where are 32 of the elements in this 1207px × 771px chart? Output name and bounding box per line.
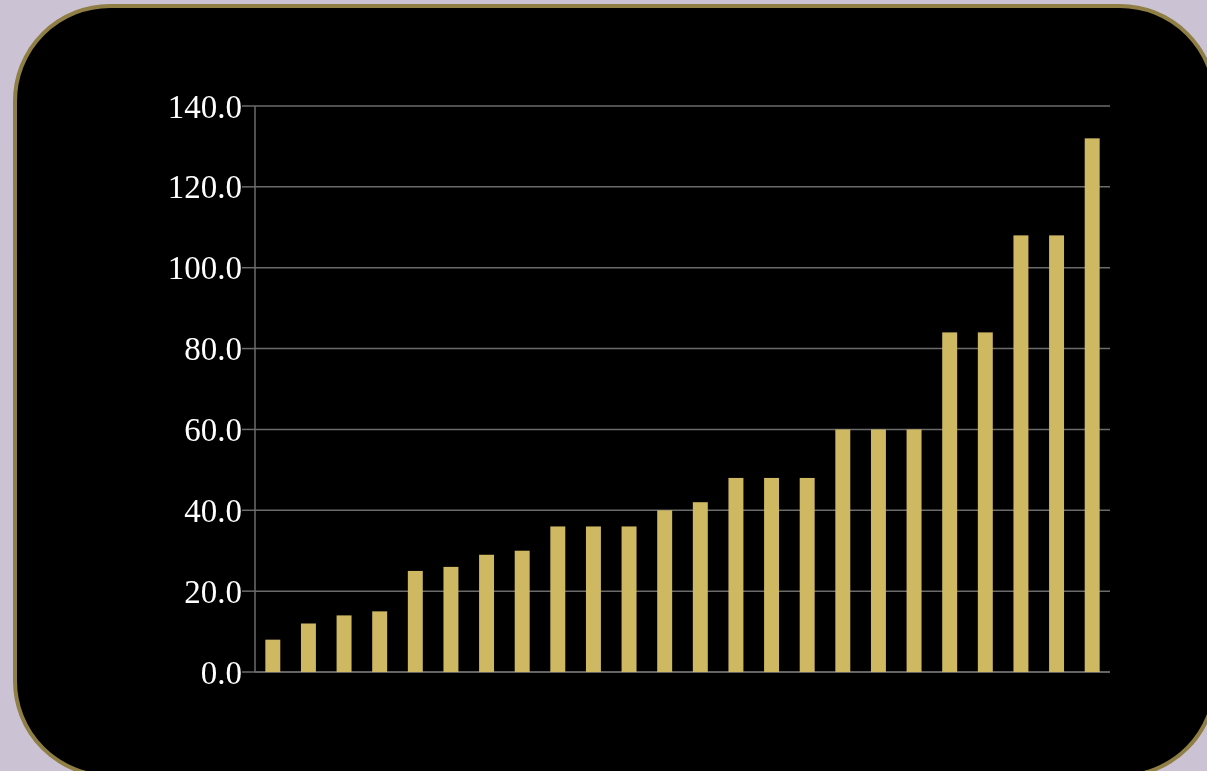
bar (372, 611, 388, 672)
bar (977, 332, 993, 672)
bar (906, 429, 922, 672)
bar (1013, 235, 1029, 672)
y-tick-label: 60.0 (184, 411, 242, 448)
y-tick-label: 120.0 (167, 169, 242, 206)
bar (1084, 138, 1100, 672)
bar (835, 429, 851, 672)
bar (621, 526, 637, 672)
bar (1049, 235, 1065, 672)
bar (942, 332, 958, 672)
y-tick-label: 40.0 (184, 492, 242, 529)
bar (550, 526, 566, 672)
bar (728, 477, 744, 672)
bar (479, 554, 495, 672)
y-tick-label: 100.0 (167, 250, 242, 287)
bar (585, 526, 601, 672)
y-tick-label: 0.0 (200, 654, 242, 691)
bar (443, 566, 459, 672)
y-tick-label: 80.0 (184, 331, 242, 368)
bar (514, 550, 530, 672)
y-tick-label: 140.0 (167, 88, 242, 125)
bar (764, 477, 780, 672)
bar (336, 615, 352, 672)
bar (870, 429, 886, 672)
bar (407, 570, 423, 672)
bar (692, 502, 708, 672)
bar (799, 477, 815, 672)
y-tick-label: 20.0 (184, 573, 242, 610)
bar (265, 639, 281, 672)
bar (300, 623, 316, 672)
bar (657, 510, 673, 672)
